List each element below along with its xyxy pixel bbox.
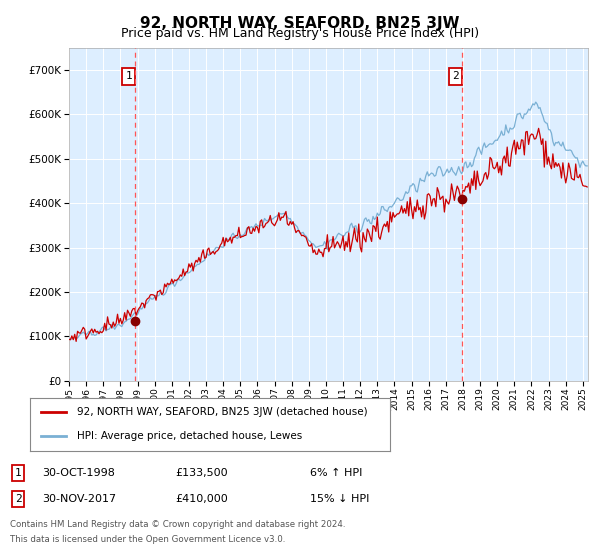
Text: £133,500: £133,500 xyxy=(175,468,227,478)
Text: This data is licensed under the Open Government Licence v3.0.: This data is licensed under the Open Gov… xyxy=(10,535,286,544)
Text: Price paid vs. HM Land Registry's House Price Index (HPI): Price paid vs. HM Land Registry's House … xyxy=(121,27,479,40)
Text: 2: 2 xyxy=(14,494,22,505)
Text: 30-OCT-1998: 30-OCT-1998 xyxy=(42,468,115,478)
Text: HPI: Average price, detached house, Lewes: HPI: Average price, detached house, Lewe… xyxy=(77,431,302,441)
Text: £410,000: £410,000 xyxy=(175,494,228,505)
Text: 30-NOV-2017: 30-NOV-2017 xyxy=(42,494,116,505)
Text: 92, NORTH WAY, SEAFORD, BN25 3JW (detached house): 92, NORTH WAY, SEAFORD, BN25 3JW (detach… xyxy=(77,408,367,418)
Text: 1: 1 xyxy=(125,72,132,81)
Text: 2: 2 xyxy=(452,72,459,81)
Text: Contains HM Land Registry data © Crown copyright and database right 2024.: Contains HM Land Registry data © Crown c… xyxy=(10,520,346,529)
Text: 15% ↓ HPI: 15% ↓ HPI xyxy=(310,494,370,505)
Text: 1: 1 xyxy=(14,468,22,478)
Text: 92, NORTH WAY, SEAFORD, BN25 3JW: 92, NORTH WAY, SEAFORD, BN25 3JW xyxy=(140,16,460,31)
Text: 6% ↑ HPI: 6% ↑ HPI xyxy=(310,468,362,478)
